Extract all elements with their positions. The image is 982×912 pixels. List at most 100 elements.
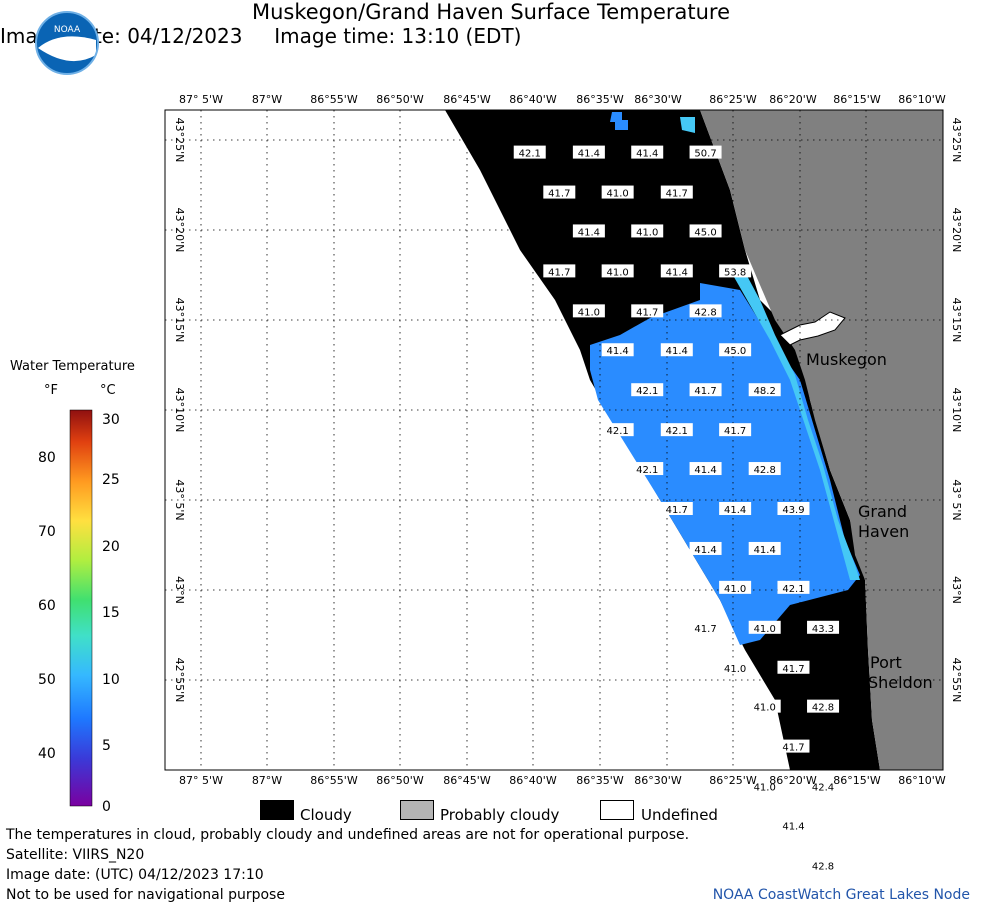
c-tick: 10 [102, 672, 120, 688]
temp-label: 41.7 [636, 307, 658, 318]
f-tick: 50 [38, 672, 56, 688]
temp-label-box [777, 502, 810, 515]
graticule [165, 110, 943, 770]
c-tick: 5 [102, 738, 111, 754]
muskegon-lake [779, 311, 846, 346]
temp-label-box [689, 304, 722, 318]
temp-label: 41.0 [724, 584, 746, 595]
temp-label-box [631, 383, 664, 397]
place-sheldon: Sheldon [868, 673, 933, 692]
temp-label-box [777, 818, 810, 832]
temp-label: 45.0 [724, 346, 746, 357]
footer-satellite: Satellite: VIIRS_N20 [6, 847, 145, 863]
temp-label-box [543, 185, 576, 199]
map-area: 42.1 41.4 41.4 50.7 41.7 41.0 41.7 41.4 41.0 45.0… [164, 109, 944, 872]
temp-label-box [543, 264, 576, 278]
lat-tick-right: 43°N [950, 576, 963, 604]
temp-label-box [748, 462, 781, 476]
nearshore-water [730, 270, 860, 580]
legend-key-cloudy [260, 800, 294, 820]
temp-label-box [631, 145, 664, 159]
lat-tick-right: 43°10'N [950, 388, 963, 433]
lon-tick-top: 86°15'W [833, 93, 881, 106]
temp-label: 42.1 [666, 426, 688, 437]
lon-tick-bottom: 86°15'W [833, 774, 881, 787]
temp-label: 41.4 [578, 149, 600, 160]
temp-label: 41.4 [578, 227, 600, 238]
temp-label: 53.8 [724, 267, 746, 278]
page-title: Muskegon/Grand Haven Surface Temperature [251, 0, 731, 24]
temp-label-box [719, 423, 752, 437]
temp-label: 42.8 [754, 465, 776, 476]
lon-tick-top: 86°45'W [443, 93, 491, 106]
lon-tick-bottom: 86°45'W [443, 774, 491, 787]
temp-label-box [719, 660, 752, 674]
lon-tick-bottom: 86°30'W [634, 774, 682, 787]
place-muskegon: Muskegon [806, 350, 887, 369]
temp-label-box [777, 580, 810, 594]
temp-label: 41.4 [666, 267, 688, 278]
temperature-labels: 42.1 41.4 41.4 50.7 41.7 41.0 41.7 41.4 41.0 45.0… [513, 145, 840, 872]
temp-label-box [719, 264, 752, 278]
temp-label: 41.7 [782, 664, 804, 675]
temp-label-box [601, 343, 634, 357]
temp-label: 48.2 [754, 386, 776, 397]
lon-tick-bottom: 86°40'W [509, 774, 557, 787]
temp-label: 43.3 [812, 624, 834, 635]
water-patch-top [610, 112, 628, 130]
footer-navigation-warning: Not to be used for navigational purpose [6, 887, 285, 903]
temp-label: 41.4 [754, 545, 776, 556]
temp-label-box [689, 462, 722, 476]
temp-label-box [513, 145, 546, 159]
lat-tick-left: 42°55'N [173, 658, 186, 703]
temp-label: 42.8 [812, 861, 834, 872]
temp-label: 41.0 [607, 189, 629, 200]
temp-label: 41.0 [754, 783, 776, 794]
lon-tick-top: 86°10'W [898, 93, 946, 106]
temp-label: 42.1 [636, 465, 658, 476]
temp-label: 41.0 [578, 307, 600, 318]
temp-label: 42.8 [812, 703, 834, 714]
temp-label-box [660, 502, 693, 515]
legend-key-undefined [600, 800, 634, 820]
temp-label-box [689, 620, 722, 634]
lat-tick-right: 43° 5'N [950, 479, 963, 520]
colorbar-ticks: 80 70 60 50 40 30 25 20 15 10 5 0 [38, 412, 120, 815]
temp-label-box [807, 699, 840, 713]
temp-label-box [601, 423, 634, 437]
footer-disclaimer: The temperatures in cloud, probably clou… [6, 827, 690, 843]
temp-label-box [748, 541, 781, 555]
temp-label: 41.0 [754, 703, 776, 714]
f-tick: 70 [38, 524, 56, 540]
c-tick: 20 [102, 539, 120, 555]
temp-label: 41.7 [548, 267, 570, 278]
noaa-logo-text: NOAA [54, 25, 81, 35]
temp-label-box [631, 462, 664, 476]
temp-label-box [631, 304, 664, 318]
temp-label: 41.7 [694, 624, 716, 635]
lon-tick-bottom: 86°25'W [709, 774, 757, 787]
temp-label-box [660, 343, 693, 357]
temp-label: 41.4 [724, 505, 746, 516]
temp-label-box [689, 145, 722, 159]
temp-label-box [748, 779, 781, 793]
temp-label-box [748, 699, 781, 713]
temp-label-box [631, 224, 664, 238]
lon-tick-bottom: 86°50'W [376, 774, 424, 787]
footer-utc-date: Image date: (UTC) 04/12/2023 17:10 [6, 867, 264, 883]
temp-label: 41.7 [548, 189, 570, 200]
temp-label-box [777, 660, 810, 674]
lon-tick-top: 86°30'W [634, 93, 682, 106]
temp-label: 41.7 [782, 743, 804, 754]
lon-tick-top: 87°W [252, 93, 282, 106]
temp-label: 41.7 [666, 505, 688, 516]
lon-tick-top: 86°50'W [376, 93, 424, 106]
lat-tick-left: 43°N [173, 576, 186, 604]
temp-label: 42.1 [519, 149, 541, 160]
temp-label: 41.4 [694, 545, 716, 556]
temp-label-box [719, 580, 752, 594]
c-tick: 30 [102, 412, 120, 428]
place-port: Port [870, 653, 902, 672]
temp-label-box [601, 264, 634, 278]
